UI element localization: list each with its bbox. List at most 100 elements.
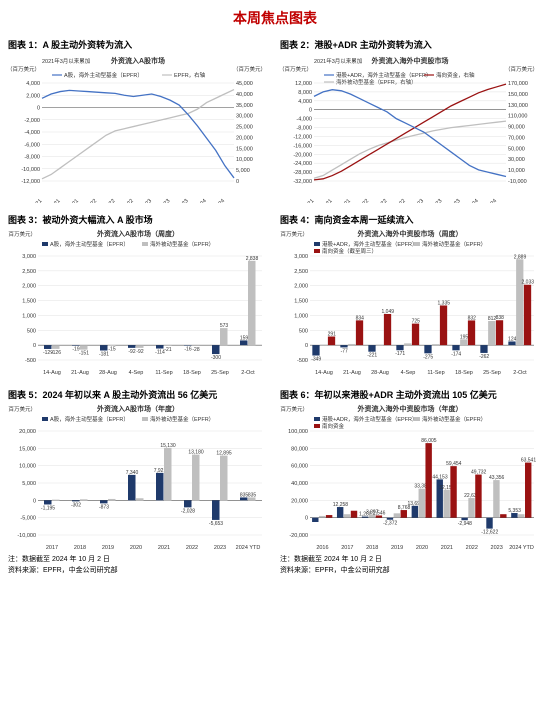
svg-text:2-Oct: 2-Oct xyxy=(241,370,255,376)
svg-text:20,000: 20,000 xyxy=(291,498,308,504)
svg-text:-2,028: -2,028 xyxy=(181,508,195,514)
svg-text:-171: -171 xyxy=(395,351,405,357)
svg-text:Apr-24: Apr-24 xyxy=(464,198,480,203)
svg-text:838: 838 xyxy=(496,315,505,321)
svg-text:海外被动型基金（EPFR）: 海外被动型基金（EPFR） xyxy=(422,415,486,423)
svg-text:18-Sep: 18-Sep xyxy=(455,370,473,376)
chart-1-svg: 2021年3月以来累加 外资流入A股市场 （百万美元） （百万美元） A股，海外主动型基… xyxy=(8,53,268,203)
svg-text:2022: 2022 xyxy=(466,545,478,551)
svg-text:-4,000: -4,000 xyxy=(24,130,40,136)
svg-text:-300: -300 xyxy=(211,355,221,361)
svg-text:-275: -275 xyxy=(423,354,433,360)
svg-text:海外被动型基金（EPFR）: 海外被动型基金（EPFR） xyxy=(150,415,214,423)
svg-text:90,000: 90,000 xyxy=(508,125,525,131)
svg-text:28-Aug: 28-Aug xyxy=(99,370,117,376)
svg-text:2021年3月以来累加: 2021年3月以来累加 xyxy=(42,57,90,65)
svg-text:2,000: 2,000 xyxy=(26,93,40,99)
svg-text:11-Sep: 11-Sep xyxy=(155,370,172,376)
svg-text:-302: -302 xyxy=(71,502,81,508)
svg-text:-16,000: -16,000 xyxy=(293,143,312,149)
svg-text:-2,000: -2,000 xyxy=(24,118,40,124)
svg-text:5,000: 5,000 xyxy=(22,481,36,487)
svg-text:海外被动型基金（EPFR，右轴）: 海外被动型基金（EPFR，右轴） xyxy=(336,78,417,86)
svg-text:12,000: 12,000 xyxy=(295,81,312,87)
svg-text:30,000: 30,000 xyxy=(236,114,253,120)
svg-text:-32,000: -32,000 xyxy=(293,179,312,185)
svg-text:20,000: 20,000 xyxy=(236,135,253,141)
svg-text:-151: -151 xyxy=(79,351,89,357)
page-title: 本周焦点图表 xyxy=(0,0,550,32)
svg-text:南向资金: 南向资金 xyxy=(322,422,345,430)
svg-text:Apr-21: Apr-21 xyxy=(27,198,43,203)
svg-text:Aug-24: Aug-24 xyxy=(481,198,498,203)
svg-text:Dec-21: Dec-21 xyxy=(335,198,352,203)
svg-text:-24,000: -24,000 xyxy=(293,161,312,167)
svg-text:Aug-21: Aug-21 xyxy=(45,198,62,203)
svg-text:Dec-23: Dec-23 xyxy=(445,198,462,203)
svg-text:-5,000: -5,000 xyxy=(20,516,36,522)
svg-text:A股，海外主动型基金（EPFR）: A股，海外主动型基金（EPFR） xyxy=(50,415,129,423)
svg-text:（百万美元）: （百万美元） xyxy=(8,230,36,238)
svg-text:（百万美元）: （百万美元） xyxy=(8,65,40,73)
svg-text:-28,000: -28,000 xyxy=(293,170,312,176)
svg-text:110,000: 110,000 xyxy=(508,114,527,120)
svg-text:海向资金，右轴: 海向资金，右轴 xyxy=(436,71,475,79)
svg-text:2022: 2022 xyxy=(186,545,198,551)
svg-text:-2,948: -2,948 xyxy=(458,521,472,527)
chart-1-title: 图表 1：A 股主动外资转为流入 xyxy=(8,38,270,51)
chart-6-note: 注：数据截至 2024 年 10 月 2 日 xyxy=(280,555,542,564)
svg-text:A股，海外主动型基金（EPFR）: A股，海外主动型基金（EPFR） xyxy=(64,71,143,79)
svg-text:Apr-22: Apr-22 xyxy=(354,198,370,203)
svg-text:45,000: 45,000 xyxy=(236,81,253,87)
svg-text:港股+ADR，海外主动型基金（EPFR）: 港股+ADR，海外主动型基金（EPFR） xyxy=(322,240,418,248)
svg-text:-500: -500 xyxy=(297,358,308,364)
chart-2-title: 图表 2：港股+ADR 主动外资转为流入 xyxy=(280,38,542,51)
svg-text:-8,000: -8,000 xyxy=(24,155,40,161)
svg-text:14-Aug: 14-Aug xyxy=(43,370,61,376)
svg-text:Aug-23: Aug-23 xyxy=(155,198,172,203)
svg-text:3,000: 3,000 xyxy=(294,254,308,260)
svg-text:0: 0 xyxy=(305,343,308,349)
svg-text:500: 500 xyxy=(299,328,308,334)
svg-text:40,000: 40,000 xyxy=(236,92,253,98)
svg-text:（百万美元）: （百万美元） xyxy=(233,65,266,73)
svg-text:-221: -221 xyxy=(367,353,377,359)
chart-5-title: 图表 5：2024 年初以来 A 股主动外资流出 56 亿美元 xyxy=(8,388,270,401)
svg-text:-10,000: -10,000 xyxy=(508,179,527,185)
svg-text:Apr-24: Apr-24 xyxy=(192,198,208,203)
svg-text:150,000: 150,000 xyxy=(508,92,528,98)
svg-text:2,889: 2,889 xyxy=(514,254,527,260)
svg-text:-126: -126 xyxy=(51,350,61,356)
svg-text:Apr-21: Apr-21 xyxy=(299,198,315,203)
svg-text:外资流入海外中资股市场: 外资流入海外中资股市场 xyxy=(372,56,449,65)
svg-text:2021: 2021 xyxy=(158,545,170,551)
svg-text:-4,000: -4,000 xyxy=(296,117,312,123)
chart-grid: 图表 1：A 股主动外资转为流入 2021年3月以来累加 外资流入A股市场 （百万美… xyxy=(0,32,550,575)
svg-text:59,454: 59,454 xyxy=(446,461,462,467)
svg-text:外资流入A股市场: 外资流入A股市场 xyxy=(111,56,165,65)
svg-text:-15: -15 xyxy=(108,347,115,353)
chart-1: 图表 1：A 股主动外资转为流入 2021年3月以来累加 外资流入A股市场 （百万美… xyxy=(8,32,270,203)
svg-text:-20,000: -20,000 xyxy=(289,533,308,539)
svg-text:2020: 2020 xyxy=(130,545,142,551)
svg-text:725: 725 xyxy=(412,319,421,325)
svg-text:（百万美元）: （百万美元） xyxy=(8,405,36,413)
svg-text:28-Aug: 28-Aug xyxy=(371,370,389,376)
chart-2-svg: 2021年3月以来累加外资流入海外中资股市场（百万美元）（百万美元）港股+ADR… xyxy=(280,53,540,203)
svg-text:外资流入海外中资股市场（年度）: 外资流入海外中资股市场（年度） xyxy=(358,404,463,413)
svg-text:2023: 2023 xyxy=(214,545,226,551)
chart-3: 图表 3：被动外资大幅流入 A 股市场 外资流入A股市场（周度）（百万美元）A股… xyxy=(8,207,270,378)
svg-text:35,000: 35,000 xyxy=(236,103,253,109)
chart-6-svg: 外资流入海外中资股市场（年度）（百万美元）港股+ADR，海外主动型基金（EPFR… xyxy=(280,403,540,553)
svg-text:（百万美元）: （百万美元） xyxy=(280,230,308,238)
svg-text:3,000: 3,000 xyxy=(22,254,36,260)
svg-text:0: 0 xyxy=(236,179,239,185)
svg-text:2024 YTD: 2024 YTD xyxy=(236,545,261,551)
svg-text:13,180: 13,180 xyxy=(188,450,204,456)
svg-text:Aug-23: Aug-23 xyxy=(427,198,444,203)
svg-text:0: 0 xyxy=(33,498,36,504)
chart-4-title: 图表 4：南向资金本周一延续流入 xyxy=(280,213,542,226)
svg-text:2021: 2021 xyxy=(441,545,453,551)
svg-text:18-Sep: 18-Sep xyxy=(183,370,201,376)
svg-text:Dec-23: Dec-23 xyxy=(173,198,190,203)
